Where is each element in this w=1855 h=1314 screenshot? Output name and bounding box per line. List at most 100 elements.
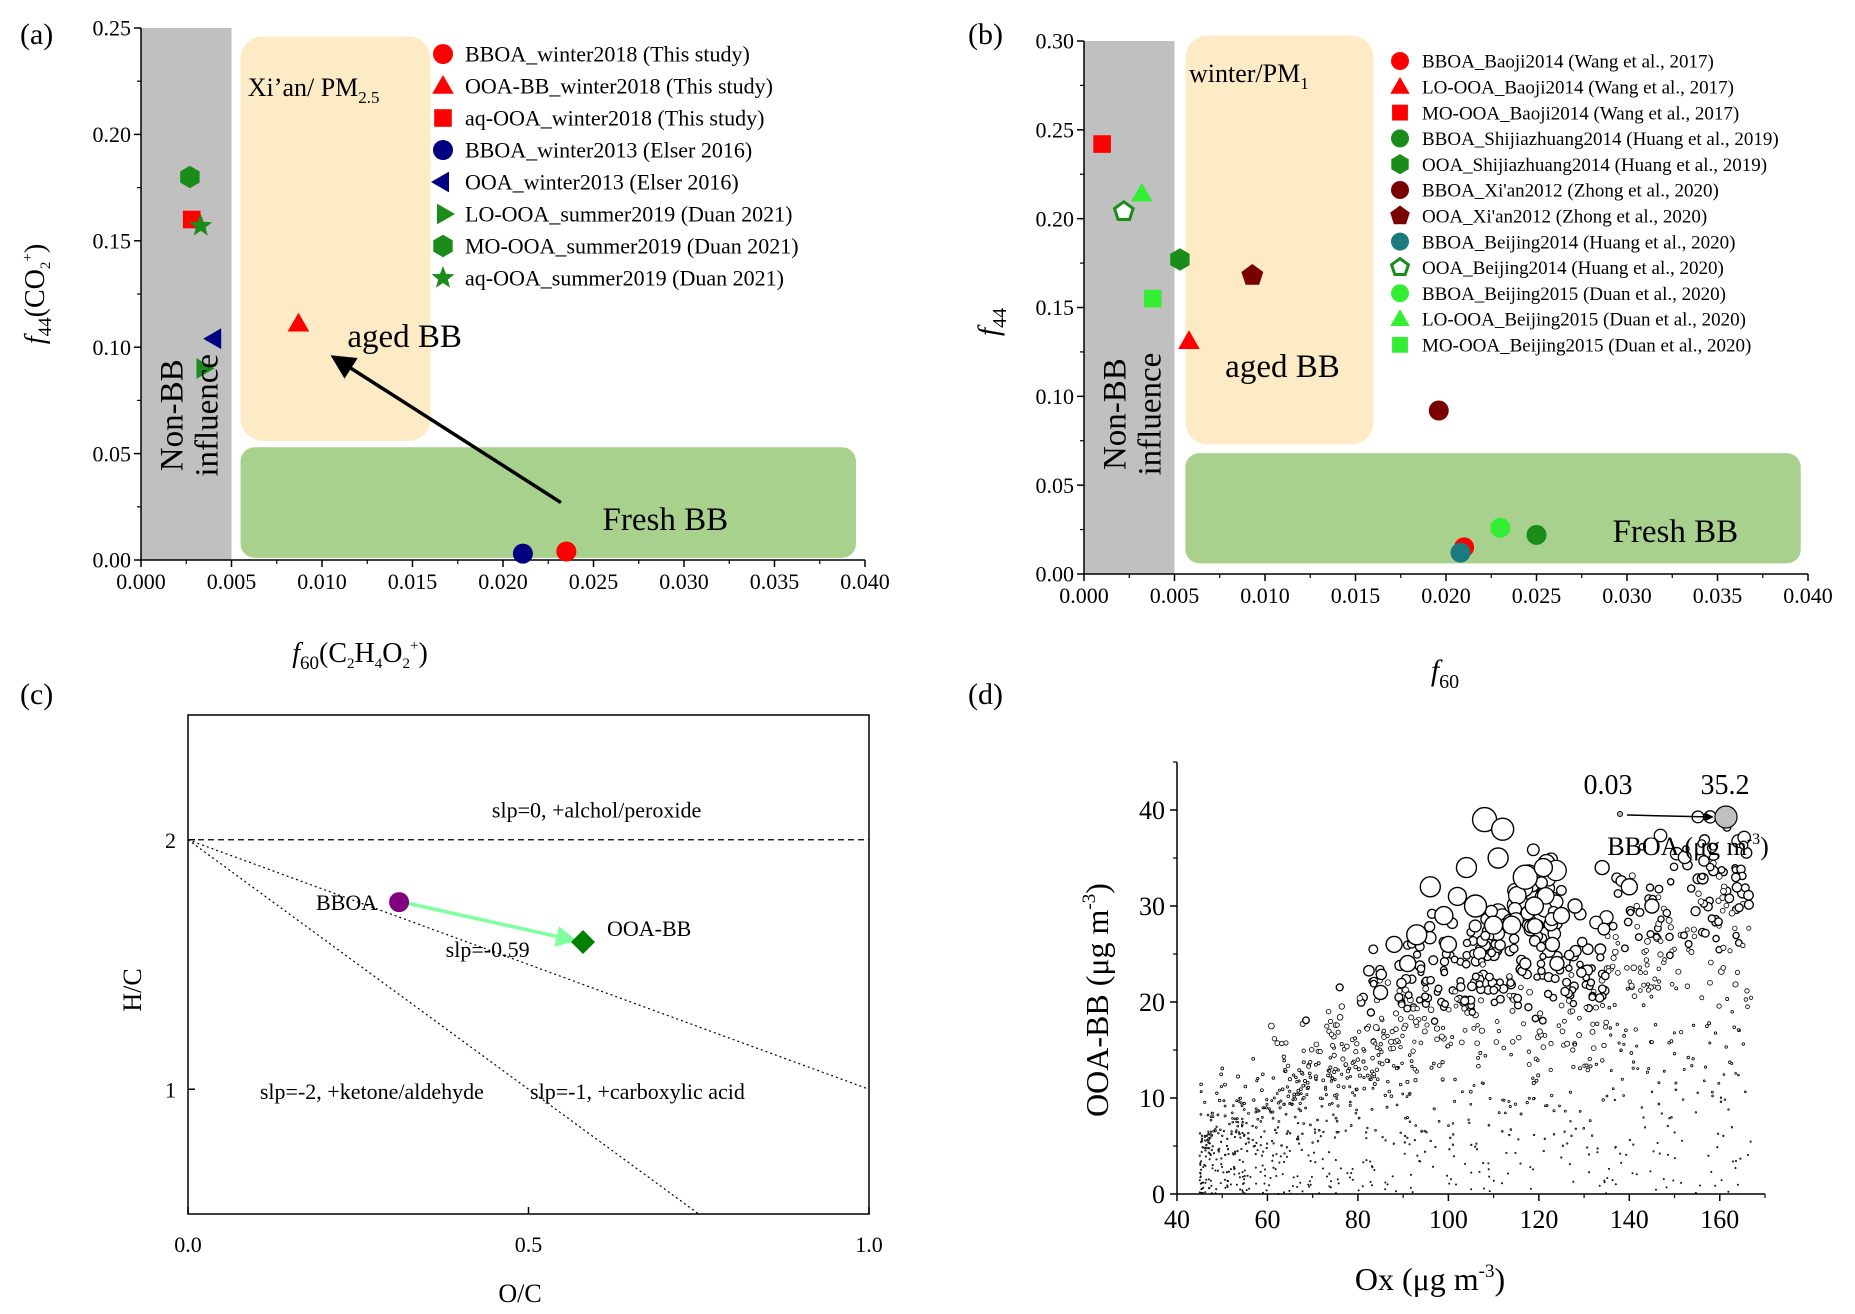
bubble <box>1475 1148 1479 1151</box>
bubble <box>1198 1132 1202 1135</box>
bubble <box>1383 1093 1387 1098</box>
bubble <box>1697 898 1705 905</box>
bubble <box>1461 1090 1464 1094</box>
bubble <box>1464 1162 1467 1165</box>
bubble <box>1643 1126 1647 1129</box>
bubble <box>1270 1139 1274 1143</box>
bubble <box>1321 1167 1325 1170</box>
bubble <box>1537 966 1546 976</box>
legend-entry: MO-OOA_summer2019 (Duan 2021) <box>465 234 799 259</box>
bubble <box>1202 1165 1205 1169</box>
legend-entry: BBOA_Baoji2014 (Wang et al., 2017) <box>1422 52 1714 73</box>
x-label-end: O <box>382 638 402 669</box>
bubble <box>1439 956 1450 967</box>
bubble <box>1542 1149 1545 1153</box>
bubble <box>1299 1087 1303 1091</box>
bubble <box>1588 993 1597 1002</box>
bubble <box>1468 1089 1473 1094</box>
bubble <box>1662 1069 1666 1073</box>
bubble <box>1408 1120 1412 1124</box>
bubble <box>1228 1122 1231 1126</box>
bubble <box>1484 904 1499 919</box>
bubble <box>1731 881 1743 893</box>
bubble <box>1209 1118 1213 1122</box>
bubble <box>1690 1064 1694 1068</box>
bubble <box>1595 1021 1600 1026</box>
bubble <box>1236 1149 1239 1153</box>
bubble <box>1207 1141 1211 1144</box>
bubble <box>1204 1191 1207 1194</box>
bubble <box>1254 1110 1258 1114</box>
bubble <box>1241 1191 1244 1194</box>
bubble <box>1453 1099 1457 1103</box>
bubble <box>1378 1042 1383 1047</box>
bubble <box>1667 924 1674 931</box>
bubble <box>1549 955 1565 972</box>
bubble <box>1200 1160 1203 1163</box>
bubble <box>1614 1183 1617 1186</box>
bubble <box>1413 1139 1417 1142</box>
x-tick-label: 0.015 <box>1331 583 1381 608</box>
x-label-text: Ox (μg m <box>1355 1261 1479 1297</box>
data-point <box>287 312 310 332</box>
site-subscript: 1 <box>1300 74 1309 93</box>
bubble <box>1393 1026 1399 1032</box>
bubble <box>1276 1126 1280 1129</box>
panel-label-c: (c) <box>20 678 53 711</box>
x-tick-label: 0.010 <box>297 569 347 594</box>
bubble <box>1540 1044 1547 1050</box>
bubble <box>1569 999 1578 1008</box>
bubble <box>1199 1163 1202 1166</box>
x-tick-label: 120 <box>1519 1205 1558 1234</box>
bubble <box>1743 997 1749 1002</box>
bubble <box>1200 1137 1204 1140</box>
legend-entry: BBOA_Beijing2015 (Duan et al., 2020) <box>1422 284 1726 305</box>
bubble <box>1287 1077 1292 1082</box>
bubble <box>1739 1157 1742 1160</box>
bubble <box>1279 1040 1285 1047</box>
bubble <box>1420 1129 1423 1133</box>
bubble <box>1348 1100 1352 1104</box>
y-tick-label: 0 <box>1152 1180 1165 1209</box>
bubble <box>1563 949 1575 961</box>
bubble <box>1317 1049 1323 1055</box>
bubble <box>1597 984 1607 994</box>
legend-marker <box>433 44 453 64</box>
bubble <box>1531 1076 1535 1080</box>
site-subscript: 2.5 <box>358 88 379 107</box>
bubble <box>1361 1059 1366 1064</box>
bubble <box>1719 907 1726 914</box>
bubble <box>1441 1025 1446 1030</box>
bubble <box>1355 1057 1361 1062</box>
bubble <box>1653 1023 1658 1027</box>
bubble <box>1536 1073 1541 1078</box>
bubble <box>1505 1151 1508 1154</box>
bubble <box>1350 1172 1353 1175</box>
bubble <box>1448 1148 1451 1151</box>
bubble <box>1418 1040 1424 1046</box>
bubble <box>1324 1023 1330 1029</box>
bubble <box>1458 1039 1465 1046</box>
bubble <box>1470 1188 1473 1191</box>
bubble <box>1241 1171 1244 1174</box>
bubble <box>1299 1181 1302 1184</box>
bubble <box>1421 1016 1427 1022</box>
bubble <box>1238 1176 1241 1179</box>
bubble <box>1519 1162 1522 1165</box>
bubble <box>1357 1029 1362 1034</box>
x-label-s1: 2 <box>347 656 355 672</box>
bubble <box>1463 894 1488 918</box>
bubble <box>1447 1124 1450 1127</box>
bubble <box>1296 1135 1300 1138</box>
bubble <box>1449 1136 1452 1140</box>
bubble <box>1220 1066 1225 1071</box>
legend-marker <box>433 140 453 160</box>
bubble <box>1438 1033 1445 1040</box>
bubble <box>1282 1160 1286 1163</box>
bubble <box>1643 970 1648 976</box>
legend-entry: MO-OOA_Baoji2014 (Wang et al., 2017) <box>1422 103 1739 124</box>
bubble <box>1372 1024 1380 1031</box>
non-bb-label: Non-BB <box>154 359 190 471</box>
bubble <box>1391 1064 1396 1068</box>
bubble <box>1506 978 1515 988</box>
